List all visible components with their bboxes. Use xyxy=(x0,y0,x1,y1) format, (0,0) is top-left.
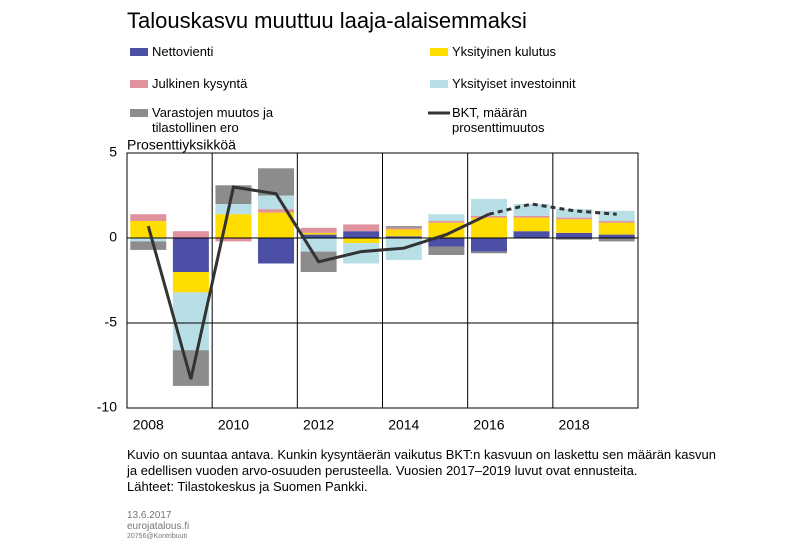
bar-segment xyxy=(343,238,380,244)
x-tick-label: 2014 xyxy=(388,417,419,433)
bar-segment xyxy=(556,232,593,238)
bar-segment xyxy=(215,204,252,215)
sources: Lähteet: Tilastokeskus ja Suomen Pankki. xyxy=(127,479,368,494)
bar-segment xyxy=(598,238,635,242)
bar-segment xyxy=(172,231,209,238)
bar-segment xyxy=(513,231,550,238)
bar-segment xyxy=(172,272,209,293)
bar-segment xyxy=(130,238,167,242)
legend-label: Yksityiset investoinnit xyxy=(452,76,576,91)
bar-segment xyxy=(428,222,465,238)
legend-swatch xyxy=(430,80,448,88)
bar-segment xyxy=(130,241,167,250)
date: 13.6.2017 xyxy=(127,510,172,521)
bar-segment xyxy=(258,212,295,238)
legend-label: Varastojen muutos ja tilastollinen ero xyxy=(152,105,274,135)
plot-frame xyxy=(126,152,639,409)
legend-label: BKT, määrän prosenttimuutos xyxy=(452,105,545,135)
bar-segment xyxy=(215,238,252,242)
footnote: Kuvio on suuntaa antava. Kunkin kysyntäe… xyxy=(127,447,727,495)
bar-segment xyxy=(598,222,635,235)
bar-segment xyxy=(513,217,550,232)
bar-segment xyxy=(556,219,593,233)
x-tick-label: 2012 xyxy=(303,417,334,433)
legend-swatch xyxy=(130,109,148,117)
bar-segment xyxy=(215,214,252,238)
y-tick-label: -5 xyxy=(105,314,118,330)
bar-segment xyxy=(172,350,209,386)
bar-segment xyxy=(385,236,422,238)
y-tick-label: 5 xyxy=(109,144,117,160)
bar-segment xyxy=(215,185,252,204)
x-tick-label: 2016 xyxy=(473,417,504,433)
bar-segment xyxy=(130,214,167,221)
x-tick-label: 2010 xyxy=(218,417,249,433)
bar-segment xyxy=(556,209,593,218)
bar-segment xyxy=(343,243,380,264)
bar-segment xyxy=(428,221,465,223)
bar-segment xyxy=(258,238,295,264)
bar-segment xyxy=(598,234,635,238)
bar-segment xyxy=(172,238,209,272)
bar-segment xyxy=(470,238,507,252)
y-tick-label: -10 xyxy=(97,399,117,415)
bar-segment xyxy=(343,224,380,232)
bar-segment xyxy=(428,246,465,255)
x-tick-label: 2008 xyxy=(133,417,164,433)
bar-segment xyxy=(598,210,635,221)
bar-segment xyxy=(470,251,507,254)
code: 20756@Kontribuuti xyxy=(127,533,188,540)
legend-swatch xyxy=(130,80,148,88)
bar-segment xyxy=(258,209,295,213)
bar-segment xyxy=(300,232,337,235)
bar-segment xyxy=(428,238,465,247)
bar-segment xyxy=(385,226,422,228)
legend-label: Julkinen kysyntä xyxy=(152,76,248,91)
legend-swatch xyxy=(130,48,148,56)
gdp-line xyxy=(488,202,617,216)
legend-swatch xyxy=(430,48,448,56)
note: Kuvio on suuntaa antava. Kunkin kysyntäe… xyxy=(127,447,716,478)
bar-segment xyxy=(556,238,593,240)
bar-segment xyxy=(385,229,422,237)
bar-segment xyxy=(470,215,507,218)
legend-label: Nettovienti xyxy=(152,44,214,59)
bar-segment xyxy=(513,215,550,218)
bar-segment xyxy=(258,195,295,210)
chart-title: Talouskasvu muuttuu laaja-alaisemmaksi xyxy=(127,8,527,33)
bar-segment xyxy=(470,217,507,238)
bar-segment xyxy=(556,217,593,220)
gdp-line xyxy=(146,185,490,380)
bar-segment xyxy=(343,231,380,238)
bar-segment xyxy=(385,227,422,230)
bar-segment xyxy=(428,214,465,221)
bar-segment xyxy=(598,221,635,223)
bar-segment xyxy=(300,234,337,238)
x-tick-label: 2018 xyxy=(559,417,590,433)
bar-segment xyxy=(300,227,337,233)
bar-segment xyxy=(513,204,550,216)
site: eurojatalous.fi xyxy=(127,521,190,532)
y-axis-label: Prosenttiyksikköä xyxy=(127,137,236,153)
y-tick-label: 0 xyxy=(109,229,117,245)
legend-label: Yksityinen kulutus xyxy=(452,44,557,59)
